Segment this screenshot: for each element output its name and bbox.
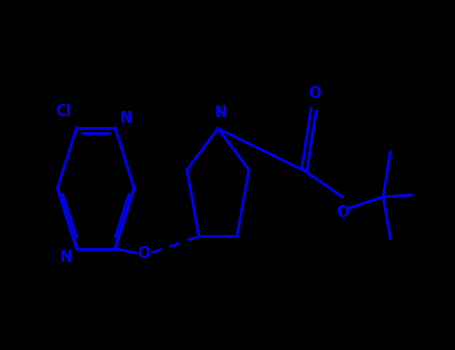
Text: O: O [337,205,349,220]
Text: Cl: Cl [56,104,71,119]
Text: N: N [60,250,72,265]
Text: O: O [308,86,321,101]
Text: O: O [137,246,150,261]
Text: N: N [214,105,227,120]
Text: N: N [119,111,131,126]
